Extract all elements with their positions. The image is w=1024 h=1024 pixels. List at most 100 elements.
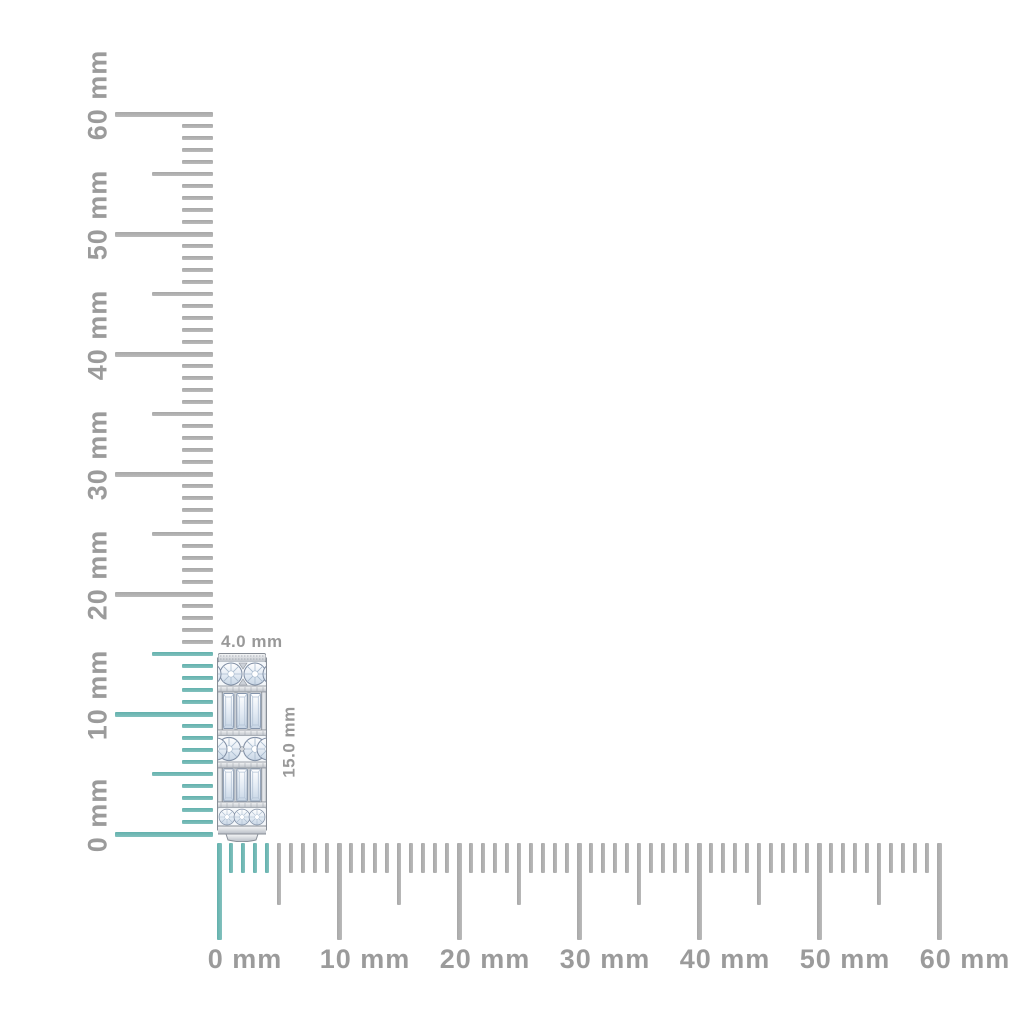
ruler-tick (805, 843, 809, 873)
ruler-tick (529, 843, 533, 873)
ruler-tick (841, 843, 845, 873)
ruler-tick (781, 843, 785, 873)
ruler-tick (349, 843, 353, 873)
ruler-tick (182, 148, 213, 152)
ruler-tick (115, 831, 213, 837)
ruler-tick (481, 843, 485, 873)
ruler-tick (565, 843, 569, 873)
ruler-tick (182, 280, 213, 284)
ruler-tick (673, 843, 677, 873)
ruler-tick (182, 220, 213, 224)
ruler-tick (182, 544, 213, 548)
ruler-tick (216, 843, 222, 940)
ruler-tick (816, 843, 822, 940)
ruler-tick (182, 328, 213, 332)
ruler-tick (385, 843, 389, 873)
ruler-tick (182, 244, 213, 248)
ruler-tick (182, 664, 213, 668)
ruler-tick (613, 843, 617, 873)
ruler-tick (829, 843, 833, 873)
ruler-tick (182, 196, 213, 200)
ruler-tick (182, 436, 213, 440)
ruler-tick (182, 616, 213, 620)
ruler-label: 40 mm (82, 289, 113, 381)
ruler-tick (115, 471, 213, 477)
ruler-tick (115, 711, 213, 717)
ruler-tick (433, 843, 437, 873)
ruler-tick (182, 364, 213, 368)
ruler-tick (289, 843, 293, 873)
ruler-tick (229, 843, 233, 873)
ruler-tick (182, 136, 213, 140)
ruler-tick (889, 843, 893, 873)
ruler-label: 60 mm (919, 944, 1011, 974)
ruler-tick (241, 843, 245, 873)
ruler-tick (182, 736, 213, 740)
ruler-tick (469, 843, 473, 873)
ruler-tick (421, 843, 425, 873)
ruler-tick (517, 843, 521, 905)
ruler-tick (182, 448, 213, 452)
height-dimension-label: 15.0 mm (279, 706, 299, 778)
ruler-tick (745, 843, 749, 873)
ruler-tick (553, 843, 557, 873)
ruler-tick (182, 304, 213, 308)
ruler-tick (336, 843, 342, 940)
ruler-tick (757, 843, 761, 905)
ruler-tick (182, 460, 213, 464)
ruler-tick (182, 808, 213, 812)
ruler-tick (301, 843, 305, 873)
ruler-tick (313, 843, 317, 873)
ruler-tick (685, 843, 689, 873)
ruler-tick (182, 724, 213, 728)
ruler-tick (182, 604, 213, 608)
ruler-tick (456, 843, 462, 940)
ruler-tick (637, 843, 641, 905)
ruler-tick (115, 591, 213, 597)
ruler-tick (115, 111, 213, 117)
ruler-tick (505, 843, 509, 873)
ruler-tick (769, 843, 773, 873)
ruler-label: 20 mm (439, 944, 531, 974)
ruler-tick (576, 843, 582, 940)
ruler-tick (541, 843, 545, 873)
ruler-tick (493, 843, 497, 873)
ruler-tick (649, 843, 653, 873)
ruler-label: 40 mm (679, 944, 771, 974)
ruler-label: 50 mm (82, 169, 113, 261)
ruler-tick (589, 843, 593, 873)
ruler-tick (182, 208, 213, 212)
ruler-tick (182, 700, 213, 704)
ruler-tick (901, 843, 905, 873)
ruler-tick (182, 784, 213, 788)
ruler-tick (182, 316, 213, 320)
ruler-tick (182, 268, 213, 272)
ruler-tick (182, 688, 213, 692)
ruler-tick (182, 124, 213, 128)
ruler-tick (265, 843, 269, 873)
ruler-label: 0 mm (207, 944, 283, 974)
ruler-tick (877, 843, 881, 905)
ruler-tick (182, 556, 213, 560)
ruler-tick (182, 748, 213, 752)
ruler-tick (182, 424, 213, 428)
ruler-tick (925, 843, 929, 873)
ruler-tick (182, 160, 213, 164)
ruler-tick (182, 820, 213, 824)
ruler-tick (325, 843, 329, 873)
ruler-tick (152, 412, 213, 416)
ruler-tick (182, 256, 213, 260)
ruler-tick (182, 496, 213, 500)
width-dimension-label: 4.0 mm (221, 632, 283, 651)
ruler-label: 60 mm (82, 49, 113, 141)
ruler-tick (696, 843, 702, 940)
ruler-tick (936, 843, 942, 940)
ruler-tick (182, 376, 213, 380)
ruler-tick (182, 184, 213, 188)
ruler-tick (853, 843, 857, 873)
ruler-tick (373, 843, 377, 873)
ruler-tick (152, 772, 213, 776)
ruler-label: 30 mm (82, 409, 113, 501)
ruler-tick (409, 843, 413, 873)
ruler-tick (182, 580, 213, 584)
